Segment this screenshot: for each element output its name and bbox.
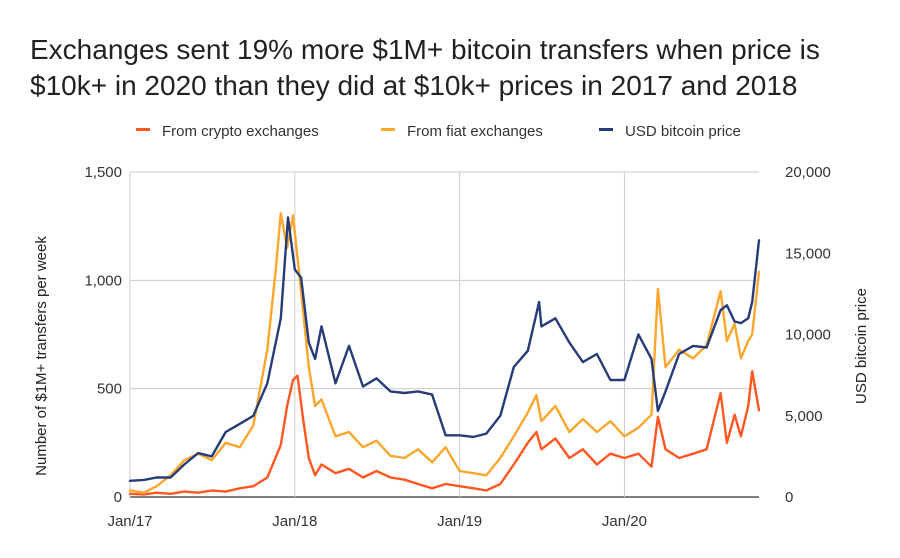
legend-swatch-crypto (136, 128, 150, 131)
x-tick-label: Jan/18 (272, 513, 317, 530)
y-right-tick-label: 10,000 (785, 327, 831, 344)
chart-title: Exchanges sent 19% more $1M+ bitcoin tra… (30, 32, 890, 104)
y-axis-left-title: Number of $1M+ transfers per week (33, 236, 50, 476)
legend-label-fiat: From fiat exchanges (407, 123, 543, 140)
series-lines (128, 212, 761, 496)
x-axis: Jan/17 Jan/18 Jan/19 Jan/20 (107, 513, 646, 530)
series-line-crypto (128, 370, 761, 496)
y-tick-label: 500 (97, 381, 122, 398)
legend-label-price: USD bitcoin price (625, 123, 741, 140)
x-tick-label: Jan/20 (602, 513, 647, 530)
y-right-tick-label: 0 (785, 489, 793, 506)
series-line-fiat (128, 212, 761, 494)
legend: From crypto exchanges From fiat exchange… (136, 123, 741, 140)
y-axis-right: 0 5,000 10,000 15,000 20,000 (785, 164, 831, 506)
y-right-tick-label: 15,000 (785, 245, 831, 262)
x-tick-label: Jan/19 (437, 513, 482, 530)
legend-swatch-price (599, 128, 613, 131)
legend-swatch-fiat (381, 128, 395, 131)
chart-title-line-1: Exchanges sent 19% more $1M+ bitcoin tra… (30, 34, 820, 65)
y-right-tick-label: 20,000 (785, 164, 831, 181)
y-axis-right-title: USD bitcoin price (853, 288, 870, 404)
chart-title-line-2: $10k+ in 2020 than they did at $10k+ pri… (30, 70, 798, 101)
y-tick-label: 0 (114, 489, 122, 506)
y-tick-label: 1,000 (84, 272, 122, 289)
y-axis-left: 0 500 1,000 1,500 (84, 164, 122, 506)
y-right-tick-label: 5,000 (785, 408, 823, 425)
x-tick-label: Jan/17 (107, 513, 152, 530)
y-tick-label: 1,500 (84, 164, 122, 181)
series-line-price (128, 216, 761, 482)
legend-label-crypto: From crypto exchanges (162, 123, 319, 140)
